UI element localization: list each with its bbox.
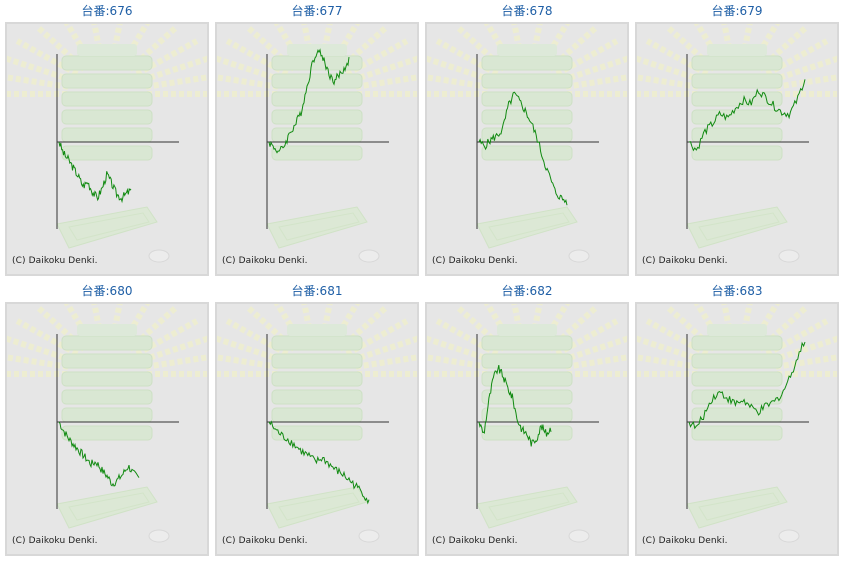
payout-graph (427, 24, 627, 263)
payout-line (688, 341, 806, 430)
copyright-text: (C) Daikoku Denki. (222, 536, 308, 546)
graph-panel: (C) Daikoku Denki. (425, 22, 629, 276)
payout-graph (217, 24, 417, 263)
copyright-text: (C) Daikoku Denki. (642, 536, 728, 546)
unit-number-link[interactable]: 台番:680 (81, 284, 133, 298)
graph-panel: (C) Daikoku Denki. (5, 22, 209, 276)
unit-number-link[interactable]: 台番:682 (501, 284, 553, 298)
background-illustration (637, 24, 837, 263)
copyright-text: (C) Daikoku Denki. (12, 256, 98, 266)
background-illustration (217, 304, 417, 543)
payout-graph (7, 304, 207, 543)
payout-line (58, 421, 140, 487)
unit-number-link[interactable]: 台番:678 (501, 4, 553, 18)
unit-number-link[interactable]: 台番:679 (711, 4, 763, 18)
copyright-text: (C) Daikoku Denki. (12, 536, 98, 546)
unit-number-link[interactable]: 台番:676 (81, 4, 133, 18)
payout-graph (637, 24, 837, 263)
payout-line (478, 364, 552, 447)
background-illustration (7, 24, 207, 263)
background-illustration (637, 304, 837, 543)
payout-line (58, 141, 132, 204)
background-illustration (427, 304, 627, 543)
graph-panel: (C) Daikoku Denki. (635, 22, 839, 276)
payout-line (268, 420, 370, 505)
copyright-text: (C) Daikoku Denki. (432, 256, 518, 266)
background-illustration (427, 24, 627, 263)
graph-panel: (C) Daikoku Denki. (425, 302, 629, 556)
copyright-text: (C) Daikoku Denki. (222, 256, 308, 266)
payout-graph (217, 304, 417, 543)
payout-line (268, 48, 350, 154)
background-illustration (7, 304, 207, 543)
unit-number-link[interactable]: 台番:683 (711, 284, 763, 298)
payout-graph (637, 304, 837, 543)
copyright-text: (C) Daikoku Denki. (432, 536, 518, 546)
payout-graph (7, 24, 207, 263)
payout-graph (427, 304, 627, 543)
payout-line (478, 91, 568, 206)
graph-panel: (C) Daikoku Denki. (635, 302, 839, 556)
background-illustration (217, 24, 417, 263)
unit-number-link[interactable]: 台番:681 (291, 284, 343, 298)
unit-number-link[interactable]: 台番:677 (291, 4, 343, 18)
payout-line (688, 79, 806, 152)
graph-panel: (C) Daikoku Denki. (5, 302, 209, 556)
graph-panel: (C) Daikoku Denki. (215, 22, 419, 276)
graph-panel: (C) Daikoku Denki. (215, 302, 419, 556)
copyright-text: (C) Daikoku Denki. (642, 256, 728, 266)
